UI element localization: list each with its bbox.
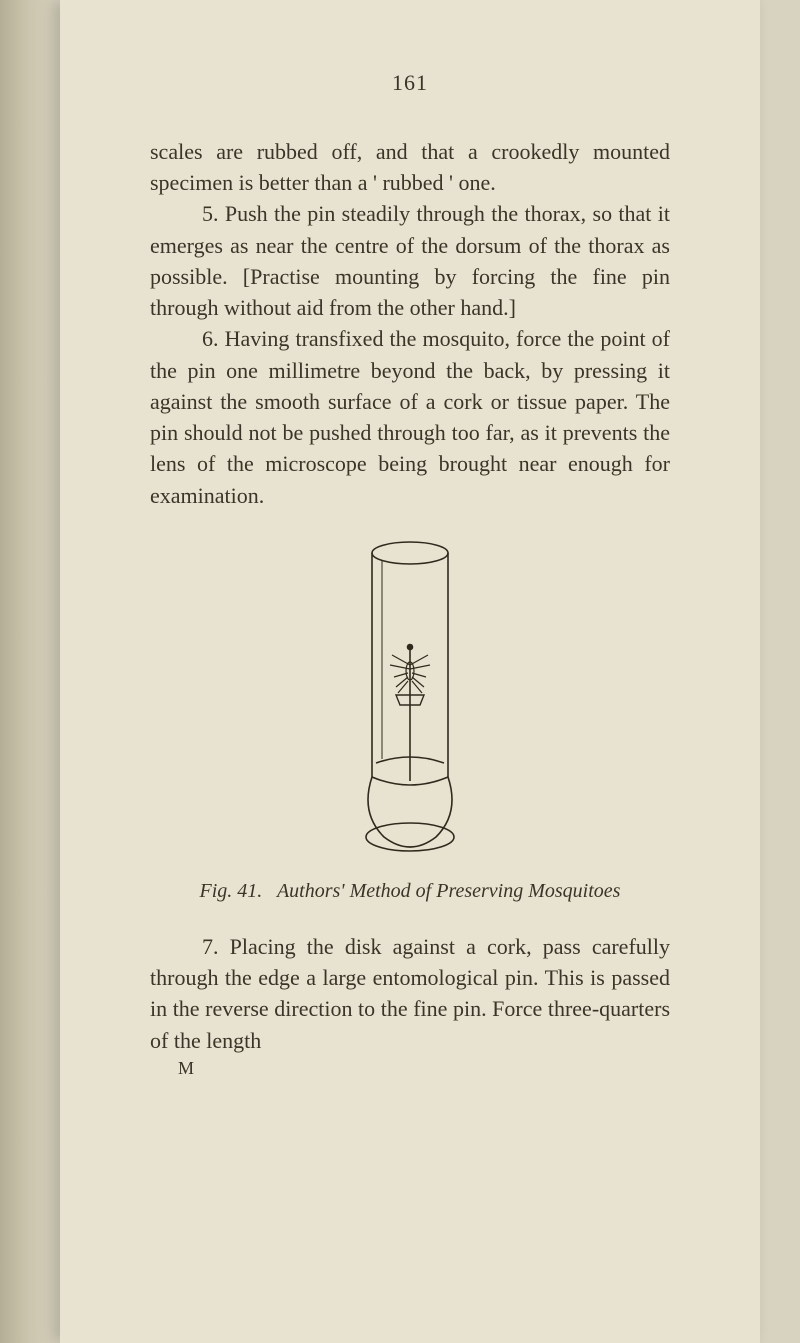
paragraph-4: 7. Placing the disk against a cork, pass… xyxy=(150,931,670,1056)
figure-caption-text: Authors' Method of Preserving Mosquitoes xyxy=(277,880,621,902)
paragraph-1: scales are rubbed off, and that a crooke… xyxy=(150,136,670,198)
page-number: 161 xyxy=(150,70,670,96)
figure-caption: Fig. 41. Authors' Method of Preserving M… xyxy=(150,880,670,903)
mosquito-tube-illustration xyxy=(340,537,480,857)
figure-label: Fig. 41. xyxy=(200,880,263,902)
signature-mark: M xyxy=(150,1056,670,1082)
figure-41 xyxy=(150,537,670,862)
body-text: scales are rubbed off, and that a crooke… xyxy=(150,136,670,511)
book-spine xyxy=(0,0,60,1343)
paragraph-3: 6. Having transfixed the mosquito, force… xyxy=(150,323,670,510)
paragraph-2: 5. Push the pin steadily through the tho… xyxy=(150,198,670,323)
page-content: 161 scales are rubbed off, and that a cr… xyxy=(60,0,760,1343)
body-text-lower: 7. Placing the disk against a cork, pass… xyxy=(150,931,670,1081)
